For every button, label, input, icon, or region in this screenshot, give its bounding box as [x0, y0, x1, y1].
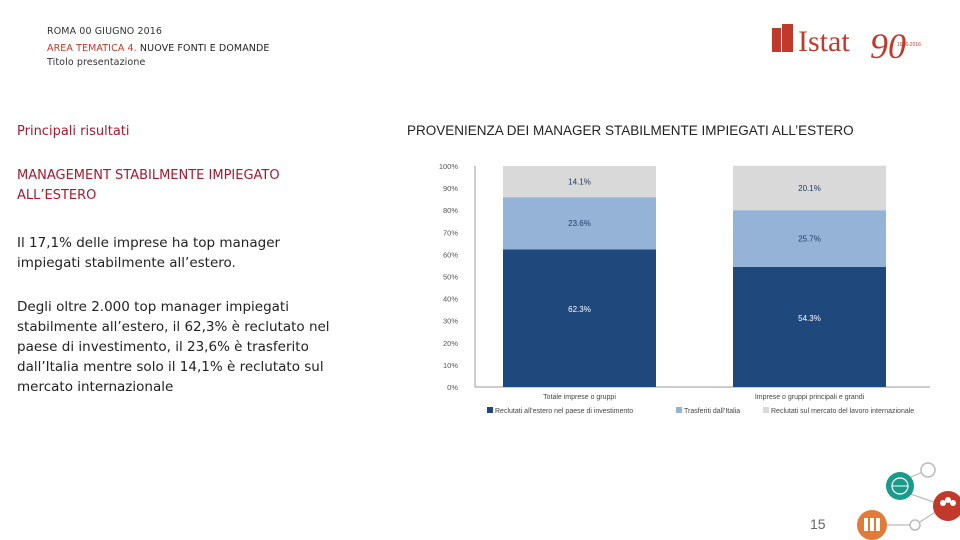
header-date: ROMA 00 GIUGNO 2016 [47, 26, 163, 37]
x-tick-label: Imprese o gruppi principali e grandi [755, 394, 865, 401]
books-icon-book [876, 518, 880, 531]
y-tick-label: 20% [443, 339, 458, 348]
bar-segment [503, 197, 656, 250]
legend-label: Trasferiti dall’Italia [684, 408, 740, 415]
page-number: 15 [810, 516, 826, 532]
bar-segment [733, 210, 886, 267]
y-tick-label: 80% [443, 206, 458, 215]
legend-swatch [763, 407, 769, 413]
books-icon-book [864, 518, 868, 531]
people-icon [933, 491, 960, 521]
header-presentation-title: Titolo presentazione [47, 57, 146, 68]
bar-data-label: 14.1% [568, 178, 591, 187]
y-tick-label: 70% [443, 228, 458, 237]
legend-swatch [487, 407, 493, 413]
logo-block-left [772, 28, 781, 52]
bar-data-label: 25.7% [798, 235, 821, 244]
bar-data-label: 62.3% [568, 305, 591, 314]
bar-segment [733, 165, 886, 211]
management-title: MANAGEMENT STABILMENTE IMPIEGATO ALL’EST… [17, 168, 280, 203]
network-node [909, 519, 921, 531]
header-area: AREA TEMATICA 4. NUOVE FONTI E DOMANDE [47, 43, 270, 54]
bar-segment [503, 249, 656, 387]
bar-data-label: 54.3% [798, 314, 821, 323]
y-tick-label: 10% [443, 361, 458, 370]
section-title: Principali risultati [17, 124, 130, 139]
bar-segment [733, 266, 886, 387]
bar-segment [503, 166, 656, 198]
x-tick-label: Totale imprese o gruppi [543, 394, 616, 401]
logo-block-right [782, 24, 793, 52]
y-tick-label: 30% [443, 317, 458, 326]
y-tick-label: 50% [443, 273, 458, 282]
logo-text: Istat [798, 25, 850, 58]
logo-small: 1926-2016 [897, 42, 921, 48]
y-tick-label: 90% [443, 184, 458, 193]
y-tick-label: 0% [447, 383, 458, 392]
bar-data-label: 20.1% [798, 184, 821, 193]
books-icon-book [870, 518, 874, 531]
bar-data-label: 23.6% [568, 219, 591, 228]
header-area-name: NUOVE FONTI E DOMANDE [136, 43, 270, 54]
legend-label: Reclutati all’estero nel paese di invest… [495, 408, 633, 415]
legend-label: Reclutati sul mercato del lavoro interna… [771, 408, 914, 415]
y-tick-label: 40% [443, 295, 458, 304]
header-area-code: AREA TEMATICA 4. [47, 43, 137, 54]
paragraph-2: Degli oltre 2.000 top manager impiegati … [17, 299, 330, 395]
network-decoration [857, 462, 960, 540]
legend-swatch [676, 407, 682, 413]
paragraph-1: Il 17,1% delle imprese ha top manager im… [17, 235, 281, 271]
stacked-bar-chart: 0% 10% 20% 30% 40% 50% 60% 70% 80% 90% 100% 62.3% 23… [439, 162, 930, 415]
people-icon-head [940, 500, 946, 506]
people-icon-head [945, 497, 951, 503]
logo-years: 90 [870, 26, 906, 66]
y-tick-label: 60% [443, 250, 458, 259]
y-tick-label: 100% [439, 162, 459, 171]
chart-title: PROVENIENZA DEI MANAGER STABILMENTE IMPI… [407, 123, 854, 138]
people-icon-head [950, 500, 956, 506]
network-node [920, 462, 936, 478]
istat-logo: Istat 90 1926-2016 [772, 24, 921, 66]
